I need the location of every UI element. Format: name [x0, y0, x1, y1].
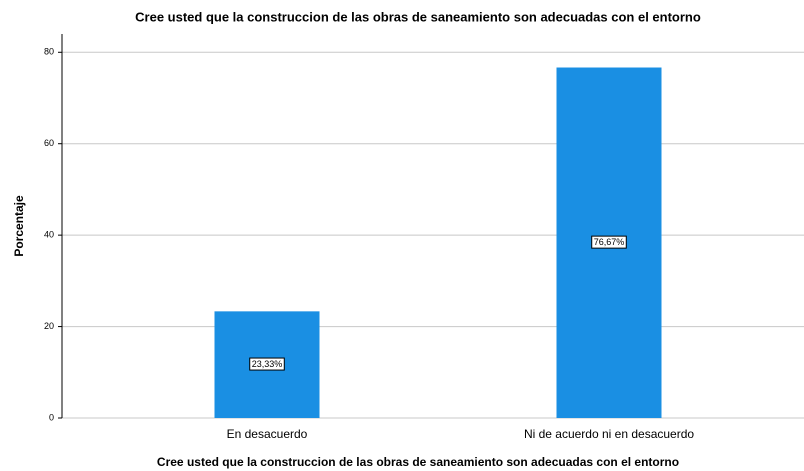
chart-title: Cree usted que la construccion de las ob… [135, 9, 701, 24]
y-tick-label: 20 [44, 321, 54, 331]
x-axis-title: Cree usted que la construccion de las ob… [157, 455, 679, 469]
y-tick-label: 80 [44, 47, 54, 57]
y-tick-label: 0 [49, 412, 54, 422]
value-label-box [249, 357, 285, 371]
x-tick-label: Ni de acuerdo ni en desacuerdo [524, 427, 694, 441]
y-tick-label: 60 [44, 138, 54, 148]
value-label: 23,33% [252, 359, 283, 369]
value-label: 76,67% [594, 237, 625, 247]
y-tick-label: 40 [44, 230, 54, 240]
value-label-box [591, 235, 627, 249]
y-axis-title: Porcentaje [12, 195, 26, 257]
x-tick-label: En desacuerdo [227, 427, 308, 441]
